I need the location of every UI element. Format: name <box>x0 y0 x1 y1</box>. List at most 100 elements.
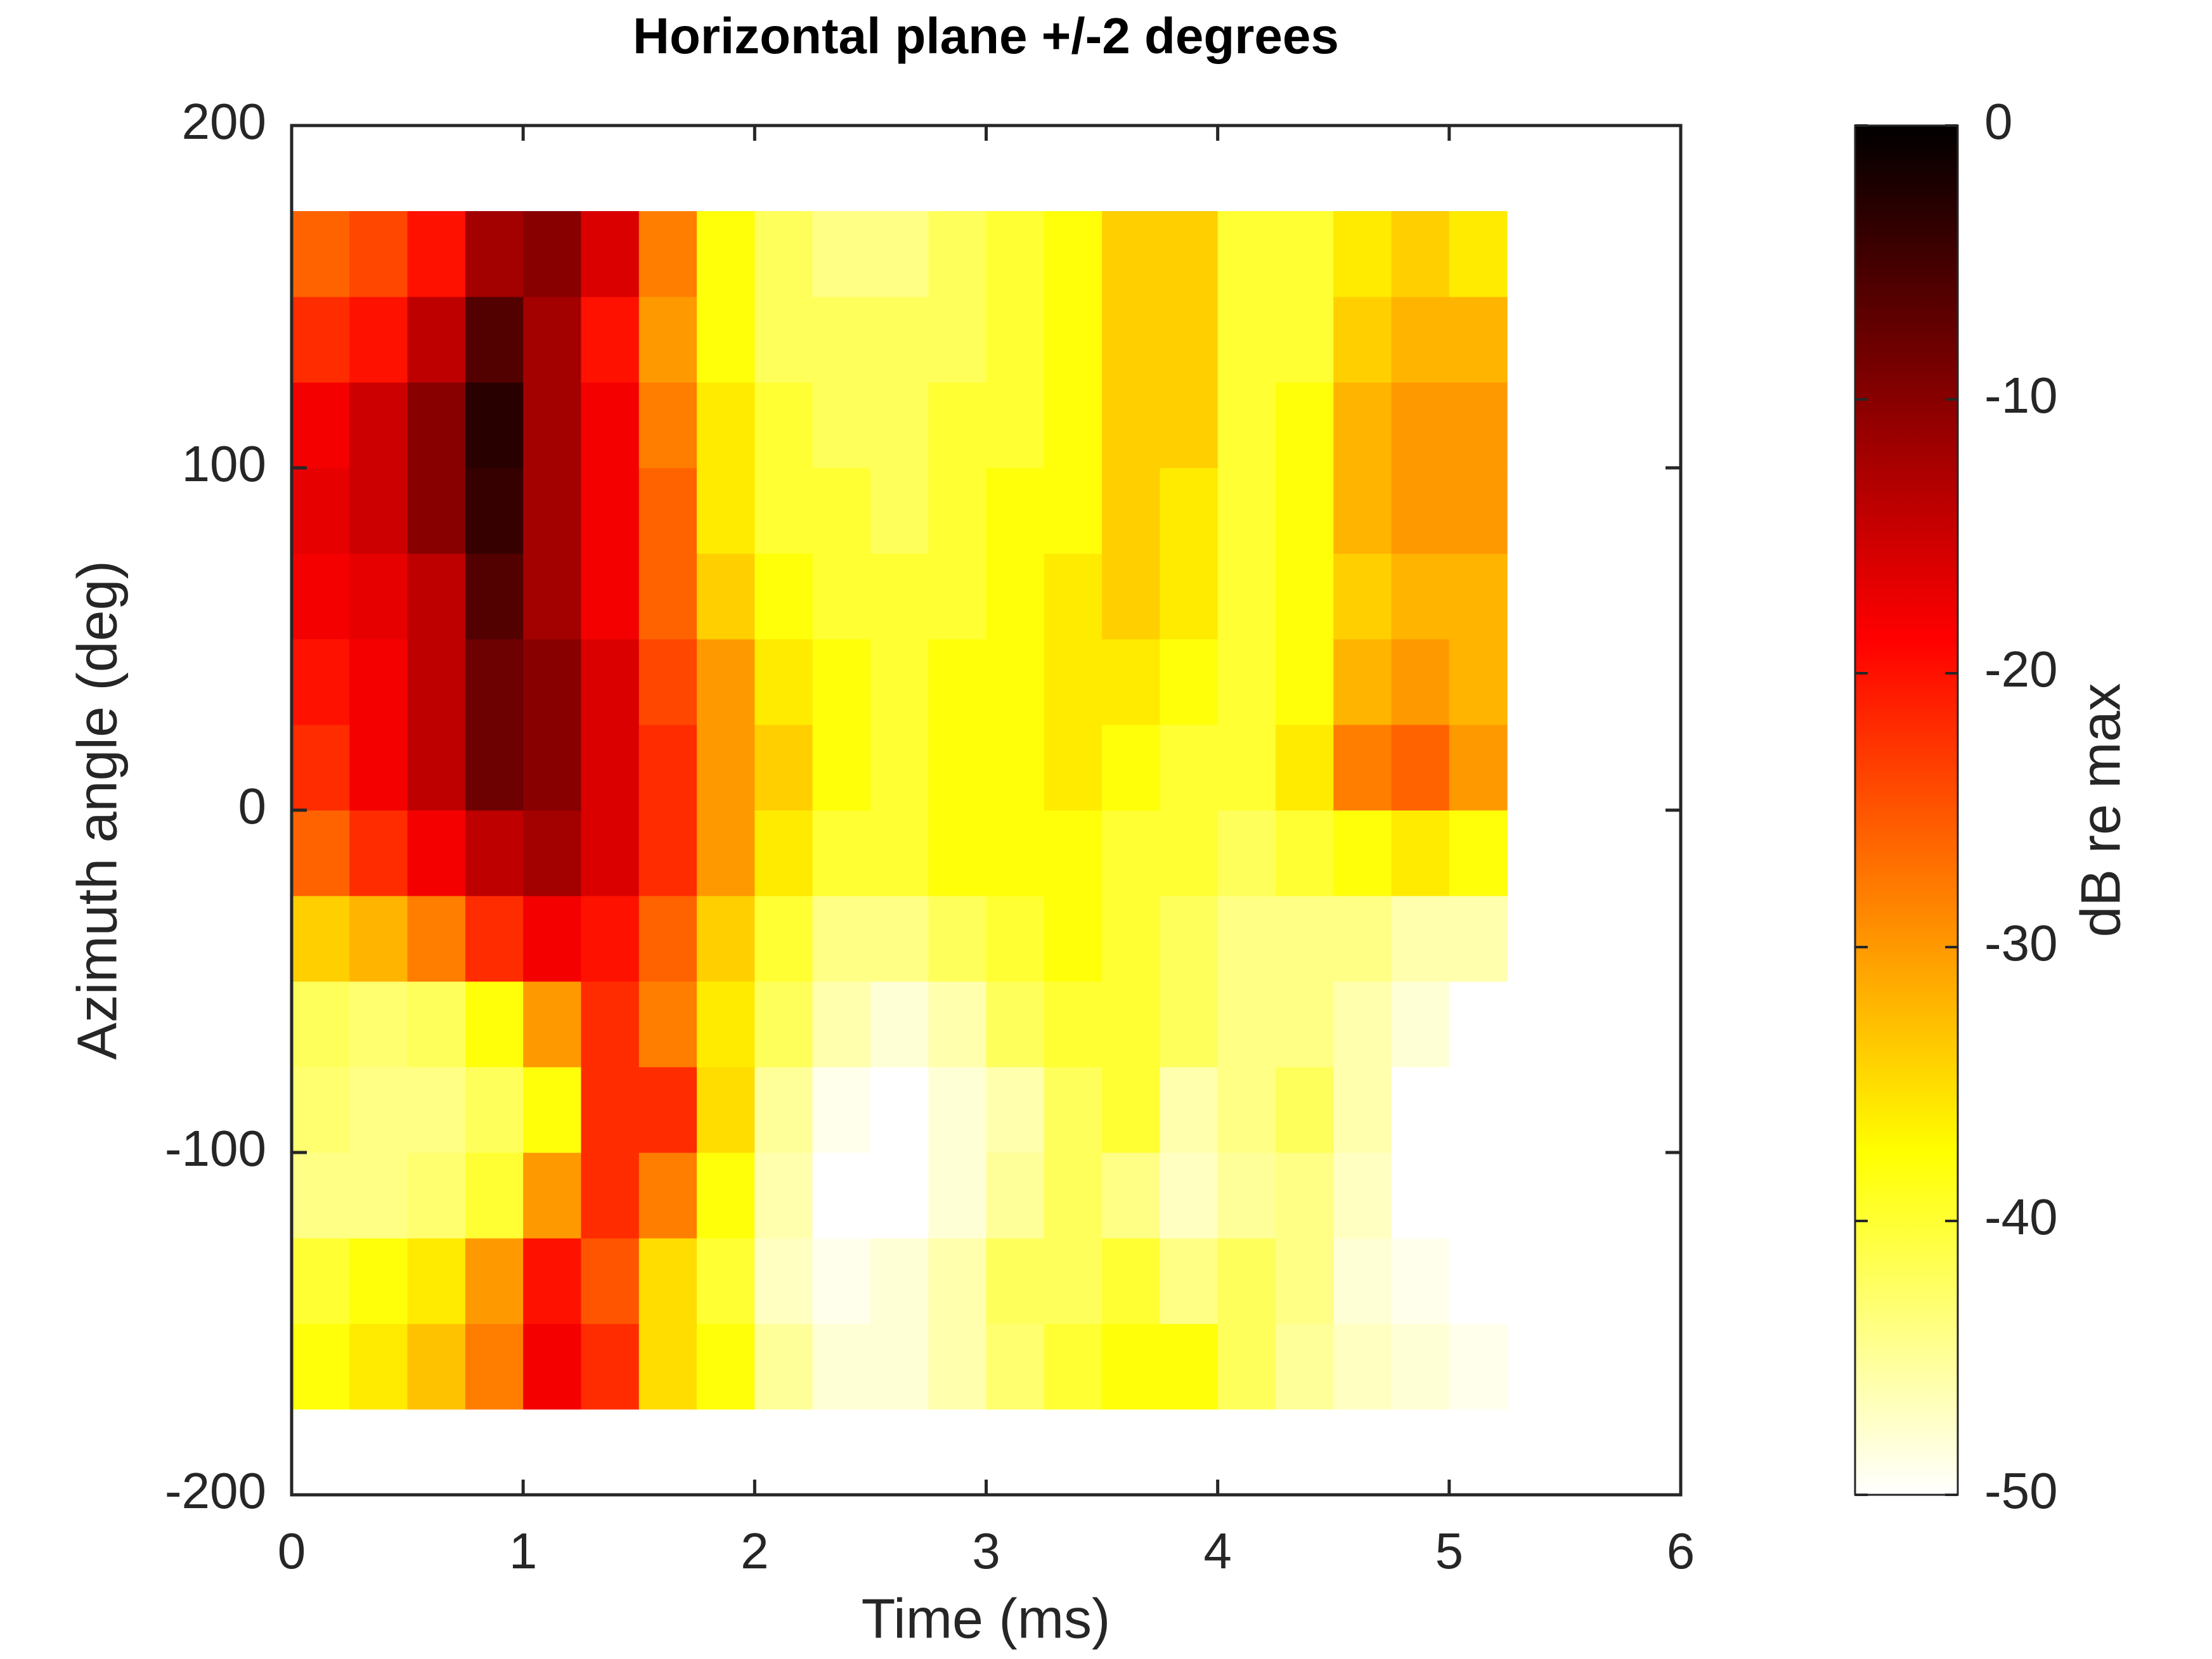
heat-cell <box>465 639 524 725</box>
heat-cell <box>1275 810 1334 896</box>
heat-cell <box>581 725 640 811</box>
heat-cell <box>1275 1067 1334 1153</box>
heat-cell <box>1217 639 1276 725</box>
heat-cell <box>928 1067 986 1153</box>
heat-cell <box>928 553 986 640</box>
heat-cell <box>1391 553 1450 640</box>
heat-cell <box>928 1152 986 1239</box>
heat-cell <box>638 725 697 811</box>
heat-cell <box>523 1152 581 1239</box>
heat-cell <box>638 1152 697 1239</box>
heat-cell <box>812 1324 871 1410</box>
heat-cell <box>754 1152 813 1239</box>
heat-cell <box>754 981 813 1068</box>
heat-cell <box>292 639 350 725</box>
heat-cell <box>697 553 755 640</box>
colorbar-tick-label: -40 <box>1984 1189 2058 1245</box>
heat-cell <box>465 1324 524 1410</box>
heat-cell <box>1160 468 1219 554</box>
colorbar-tick-label: -50 <box>1984 1462 2058 1519</box>
heat-cell <box>1160 1238 1219 1324</box>
heat-cell <box>292 1067 350 1153</box>
heat-cell <box>1449 1067 1508 1153</box>
heat-cell <box>1275 981 1334 1068</box>
heat-cell <box>1333 639 1392 725</box>
heat-cell <box>870 639 929 725</box>
x-tick-label: 1 <box>509 1523 538 1579</box>
heat-cell <box>1449 468 1508 554</box>
heat-cell <box>1044 1152 1103 1239</box>
heat-cell <box>1333 1067 1392 1153</box>
heat-cell <box>638 211 697 297</box>
heat-cell <box>1160 896 1219 982</box>
heat-cell <box>928 211 986 297</box>
heat-cell <box>754 1238 813 1324</box>
heat-cell <box>870 981 929 1068</box>
heat-cell <box>581 297 640 383</box>
heat-cell <box>1449 1324 1508 1410</box>
heat-cell <box>1102 981 1160 1068</box>
heat-cell <box>523 725 581 811</box>
heat-cell <box>523 1324 581 1410</box>
heat-cell <box>638 981 697 1068</box>
heat-cell <box>1102 297 1160 383</box>
heat-cell <box>697 639 755 725</box>
heat-cell <box>349 553 408 640</box>
heat-cell <box>523 1067 581 1153</box>
heat-cell <box>1449 981 1508 1068</box>
heat-cell <box>1275 1152 1334 1239</box>
heat-cell <box>697 468 755 554</box>
heat-cell <box>465 297 524 383</box>
heat-cell <box>870 297 929 383</box>
x-tick-label: 4 <box>1203 1523 1232 1579</box>
heat-cell <box>1102 1067 1160 1153</box>
heat-cell <box>1275 725 1334 811</box>
heat-cell <box>1333 468 1392 554</box>
heat-cell <box>1275 1238 1334 1324</box>
heat-cell <box>1333 1238 1392 1324</box>
heat-cell <box>754 468 813 554</box>
y-tick-label: -200 <box>165 1462 266 1519</box>
heat-cell <box>1333 896 1392 982</box>
heat-cell <box>1102 553 1160 640</box>
x-tick-label: 2 <box>741 1523 769 1579</box>
heat-cell <box>870 1238 929 1324</box>
heat-cell <box>697 810 755 896</box>
x-tick-label: 0 <box>278 1523 306 1579</box>
heat-cell <box>581 1152 640 1239</box>
heat-cell <box>986 981 1045 1068</box>
heat-cell <box>697 297 755 383</box>
heat-cell <box>1160 1067 1219 1153</box>
heat-cell <box>638 810 697 896</box>
heat-cell <box>523 981 581 1068</box>
heat-cell <box>1044 1238 1103 1324</box>
heat-cell <box>581 468 640 554</box>
heat-cell <box>1217 1067 1276 1153</box>
heat-cell <box>1449 211 1508 297</box>
heat-cell <box>928 468 986 554</box>
heat-cell <box>292 725 350 811</box>
heat-cell <box>349 1324 408 1410</box>
heat-cell <box>349 896 408 982</box>
heat-cell <box>697 1324 755 1410</box>
heat-cell <box>407 297 466 383</box>
heat-cell <box>1391 1238 1450 1324</box>
colorbar-tick-label: -10 <box>1984 367 2058 423</box>
heat-cell <box>465 810 524 896</box>
heat-cell <box>1333 725 1392 811</box>
heat-cell <box>754 211 813 297</box>
heat-cell <box>523 1238 581 1324</box>
heat-cell <box>870 553 929 640</box>
heat-cell <box>638 468 697 554</box>
heat-cell <box>812 981 871 1068</box>
heat-cell <box>697 981 755 1068</box>
heat-cell <box>1449 810 1508 896</box>
heat-cell <box>986 297 1045 383</box>
heat-cell <box>1160 382 1219 468</box>
heat-cell <box>1160 211 1219 297</box>
heat-cell <box>697 725 755 811</box>
heat-cell <box>292 810 350 896</box>
heat-cell <box>1102 725 1160 811</box>
heat-cell <box>638 382 697 468</box>
heat-cell <box>1217 1152 1276 1239</box>
